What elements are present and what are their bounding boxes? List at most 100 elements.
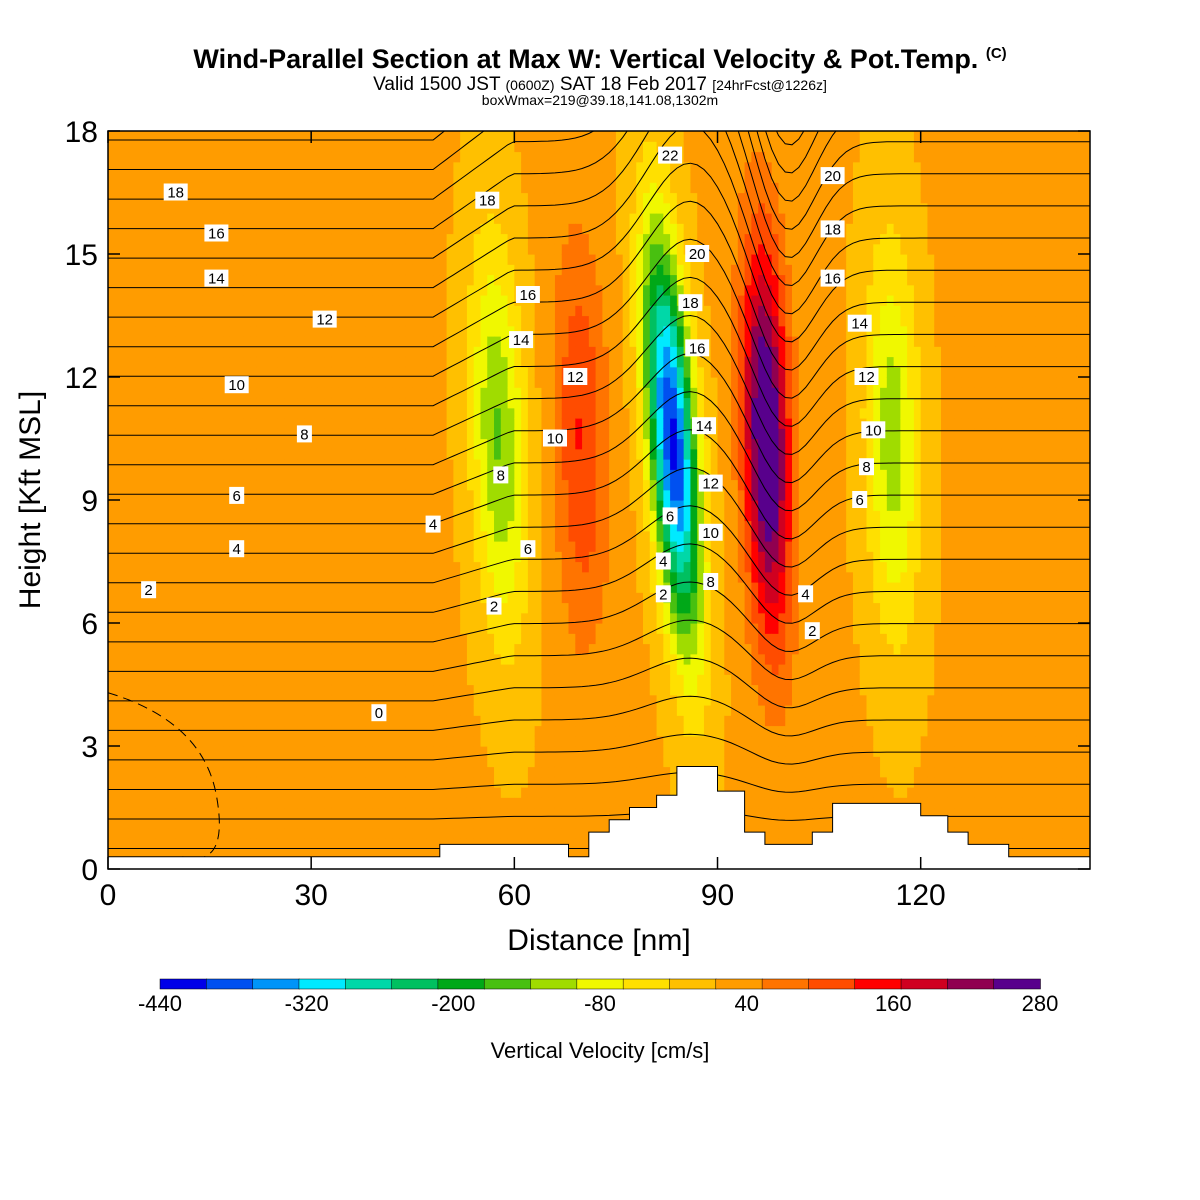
velocity-cell — [338, 161, 346, 173]
velocity-cell — [229, 366, 238, 378]
velocity-cell — [399, 448, 407, 460]
velocity-cell — [514, 161, 522, 173]
velocity-cell — [460, 705, 468, 716]
velocity-cell — [128, 735, 136, 747]
velocity-cell — [487, 520, 495, 532]
velocity-cell — [412, 561, 421, 573]
velocity-cell — [216, 776, 224, 788]
velocity-cell — [473, 828, 482, 839]
velocity-cell — [372, 582, 380, 593]
velocity-cell — [202, 623, 211, 634]
velocity-cell — [534, 602, 543, 614]
velocity-cell — [487, 674, 495, 686]
velocity-cell — [419, 254, 427, 265]
velocity-cell — [263, 787, 272, 798]
velocity-cell — [433, 233, 441, 245]
velocity-cell — [473, 356, 482, 368]
velocity-cell — [290, 643, 299, 655]
velocity-cell — [250, 438, 258, 450]
velocity-cell — [392, 274, 400, 286]
velocity-cell — [304, 643, 312, 655]
velocity-cell — [250, 315, 258, 327]
velocity-cell — [554, 787, 563, 798]
velocity-cell — [277, 653, 285, 665]
velocity-cell — [500, 274, 509, 286]
velocity-cell — [527, 397, 536, 409]
velocity-cell — [426, 356, 434, 368]
velocity-cell — [297, 366, 305, 378]
velocity-cell — [453, 377, 461, 388]
velocity-cell — [135, 571, 143, 583]
velocity-cell — [507, 428, 515, 440]
velocity-cell — [324, 817, 333, 829]
velocity-cell — [196, 530, 204, 542]
velocity-cell — [399, 161, 407, 173]
velocity-cell — [114, 735, 123, 747]
velocity-cell — [317, 766, 326, 778]
velocity-cell — [541, 377, 549, 388]
velocity-cell — [473, 274, 482, 286]
velocity-cell — [372, 233, 380, 245]
velocity-cell — [202, 161, 211, 173]
velocity-cell — [216, 479, 224, 491]
velocity-cell — [223, 541, 231, 552]
velocity-cell — [446, 469, 454, 481]
velocity-cell — [378, 684, 387, 696]
velocity-cell — [541, 623, 549, 634]
velocity-cell — [148, 254, 156, 265]
velocity-cell — [548, 612, 556, 624]
velocity-cell — [148, 356, 156, 368]
velocity-cell — [487, 725, 495, 737]
velocity-cell — [473, 315, 482, 327]
velocity-cell — [155, 530, 163, 542]
velocity-cell — [466, 448, 475, 460]
velocity-cell — [426, 448, 434, 460]
velocity-cell — [358, 530, 366, 542]
velocity-cell — [460, 756, 468, 768]
velocity-cell — [487, 459, 495, 470]
velocity-cell — [446, 418, 454, 429]
velocity-cell — [256, 407, 265, 419]
velocity-cell — [439, 643, 448, 655]
velocity-cell — [189, 807, 197, 819]
velocity-cell — [466, 684, 475, 696]
velocity-cell — [141, 325, 150, 337]
velocity-cell — [229, 233, 238, 245]
velocity-cell — [480, 254, 488, 265]
velocity-cell — [466, 182, 475, 194]
velocity-cell — [378, 633, 387, 645]
velocity-cell — [487, 254, 495, 265]
velocity-cell — [507, 356, 515, 368]
velocity-cell — [155, 182, 163, 194]
velocity-cell — [250, 500, 258, 511]
velocity-cell — [338, 551, 346, 563]
velocity-cell — [148, 787, 156, 798]
velocity-cell — [521, 459, 529, 470]
velocity-cell — [541, 500, 549, 511]
velocity-cell — [297, 561, 305, 573]
velocity-cell — [196, 284, 204, 296]
velocity-cell — [196, 274, 204, 286]
velocity-cell — [561, 141, 570, 153]
velocity-cell — [412, 131, 421, 142]
velocity-cell — [331, 233, 339, 245]
velocity-cell — [284, 469, 292, 481]
velocity-cell — [121, 725, 129, 737]
velocity-cell — [263, 182, 272, 194]
velocity-cell — [466, 346, 475, 358]
velocity-cell — [460, 213, 468, 224]
velocity-cell — [175, 469, 184, 481]
velocity-cell — [284, 561, 292, 573]
velocity-cell — [351, 428, 360, 440]
velocity-cell — [358, 807, 366, 819]
velocity-cell — [311, 479, 319, 491]
velocity-cell — [331, 715, 339, 727]
velocity-cell — [256, 284, 265, 296]
velocity-cell — [527, 387, 536, 399]
velocity-cell — [338, 356, 346, 368]
velocity-cell — [175, 305, 184, 317]
velocity-cell — [494, 448, 502, 460]
velocity-cell — [385, 551, 394, 563]
velocity-cell — [399, 407, 407, 419]
velocity-cell — [128, 787, 136, 798]
